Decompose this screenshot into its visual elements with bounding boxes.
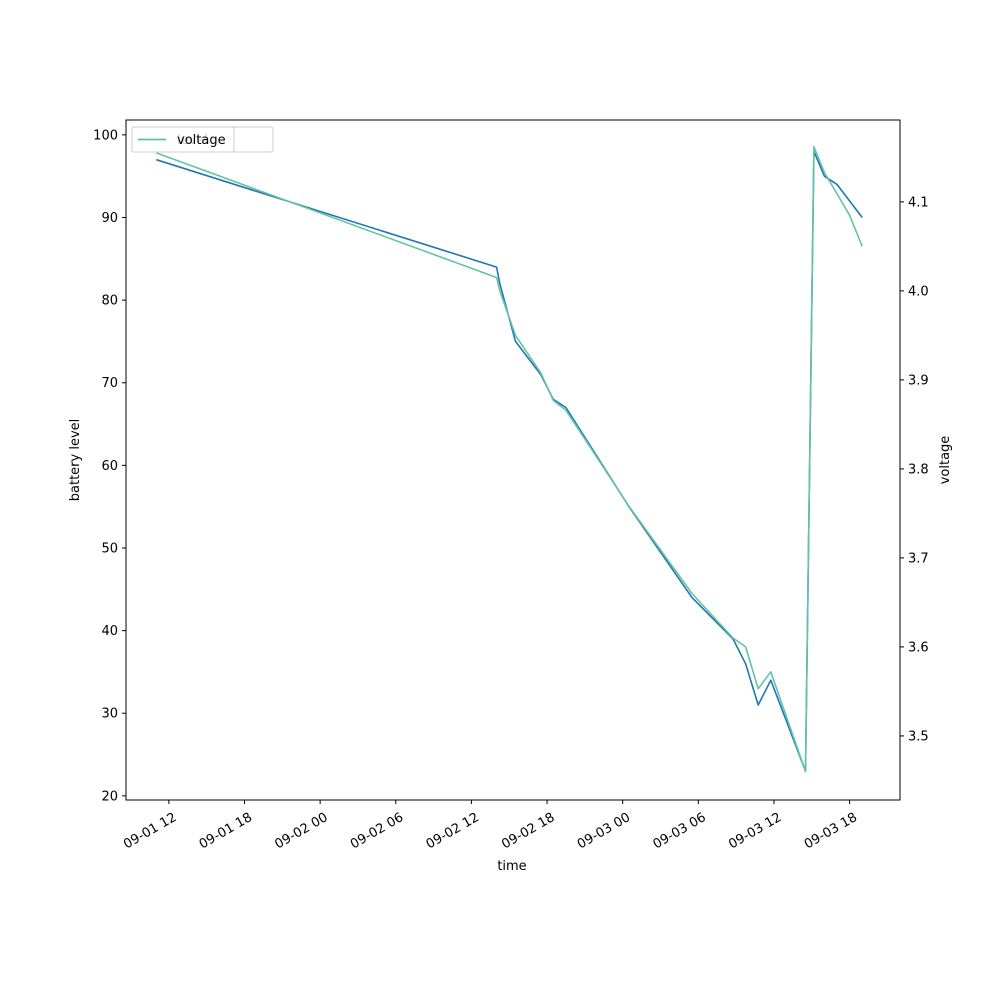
series-line-voltage (156, 145, 863, 773)
plot-frame (125, 119, 901, 801)
y-left-tick-label: 30 (101, 707, 118, 722)
y-left-tick-label: 100 (93, 128, 118, 143)
series-line-level (156, 150, 863, 772)
y-right-tick-label: 3.6 (908, 640, 929, 655)
y-right-tick-label: 3.9 (908, 373, 929, 388)
y-left-tick-label: 20 (101, 789, 118, 804)
y-axis-left: 20 30 40 50 60 70 80 90 100 (93, 128, 126, 804)
y-left-tick-label: 60 (101, 459, 118, 474)
y-left-tick-label: 40 (101, 624, 118, 639)
y-left-tick-label: 50 (101, 541, 118, 556)
y-right-tick-label: 4.1 (908, 195, 929, 210)
y-right-tick-label: 4.0 (908, 284, 929, 299)
x-axis-title: time (497, 859, 526, 874)
legend-box-voltage (131, 126, 235, 153)
series-layer (156, 145, 863, 773)
y-axis-left-title: battery level (68, 419, 83, 502)
y-right-tick-label: 3.5 (908, 729, 929, 744)
y-axis-right-title: voltage (938, 436, 953, 485)
y-right-tick-label: 3.8 (908, 462, 929, 477)
y-left-tick-label: 80 (101, 294, 118, 309)
legend-label-voltage: voltage (177, 133, 226, 148)
y-axis-right: 3.5 3.6 3.7 3.8 3.9 4.0 4.1 (900, 195, 929, 744)
y-left-tick-label: 90 (101, 211, 118, 226)
y-left-tick-label: 70 (101, 376, 118, 391)
y-right-tick-label: 3.7 (908, 551, 929, 566)
